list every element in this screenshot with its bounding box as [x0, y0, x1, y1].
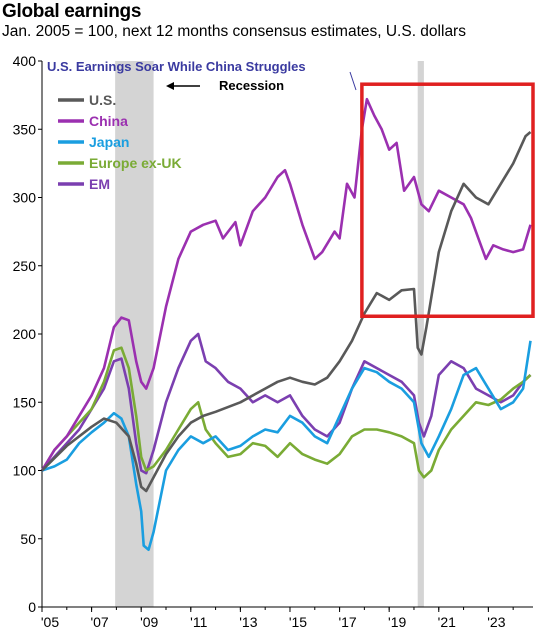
y-tick-label: 0	[28, 599, 36, 615]
legend-label: U.S.	[89, 92, 116, 108]
x-tick-label: '23	[487, 614, 505, 630]
x-tick-label: '19	[388, 614, 406, 630]
x-tick-label: '09	[140, 614, 158, 630]
highlight-box	[360, 82, 535, 319]
series-line-japan	[41, 340, 532, 551]
x-tick-label: '05	[41, 614, 59, 630]
recession-band-0	[115, 61, 154, 607]
legend-label: Japan	[89, 134, 129, 150]
recession-label: Recession	[219, 78, 284, 93]
legend-label: China	[89, 113, 128, 129]
highlight-box-layer	[360, 82, 535, 319]
series-line-china	[40, 97, 532, 472]
series-line-em	[41, 332, 532, 475]
annotations: U.S. Earnings Soar While China Struggles…	[47, 59, 357, 93]
x-tick-label: '11	[190, 614, 207, 630]
legend: U.S. China Japan Europe ex-UK EM	[58, 92, 182, 192]
chart-subtitle: Jan. 2005 = 100, next 12 months consensu…	[2, 23, 466, 40]
annotation-pointer	[349, 71, 357, 91]
recession-arrow-head	[166, 82, 174, 90]
x-tick-label: '07	[90, 614, 108, 630]
series-lines	[40, 97, 532, 551]
x-tick-label: '15	[289, 614, 307, 630]
axes: 0 50 100 150 200 250 300 350 400 '05 '07 '09 '11 '13 '…	[13, 53, 533, 630]
y-tick-label: 350	[13, 121, 37, 137]
y-tick-label: 250	[13, 258, 37, 274]
series-line-europe-ex-uk	[40, 346, 532, 479]
x-tick-label: '17	[338, 614, 356, 630]
y-tick-label: 400	[13, 53, 37, 69]
y-tick-label: 50	[20, 531, 36, 547]
x-tick-label: '13	[239, 614, 257, 630]
y-tick-label: 100	[13, 463, 37, 479]
recession-bands	[115, 61, 424, 607]
legend-label: EM	[89, 176, 110, 192]
recession-band-1	[417, 61, 424, 607]
chart-title: Global earnings	[2, 1, 142, 22]
legend-label: Europe ex-UK	[89, 155, 182, 171]
y-tick-label: 200	[13, 326, 37, 342]
x-tick-label: '21	[438, 614, 456, 630]
y-tick-label: 300	[13, 190, 37, 206]
series-line-u-s-	[41, 131, 532, 493]
annotation-text: U.S. Earnings Soar While China Struggles	[47, 59, 306, 74]
y-tick-label: 150	[13, 394, 37, 410]
